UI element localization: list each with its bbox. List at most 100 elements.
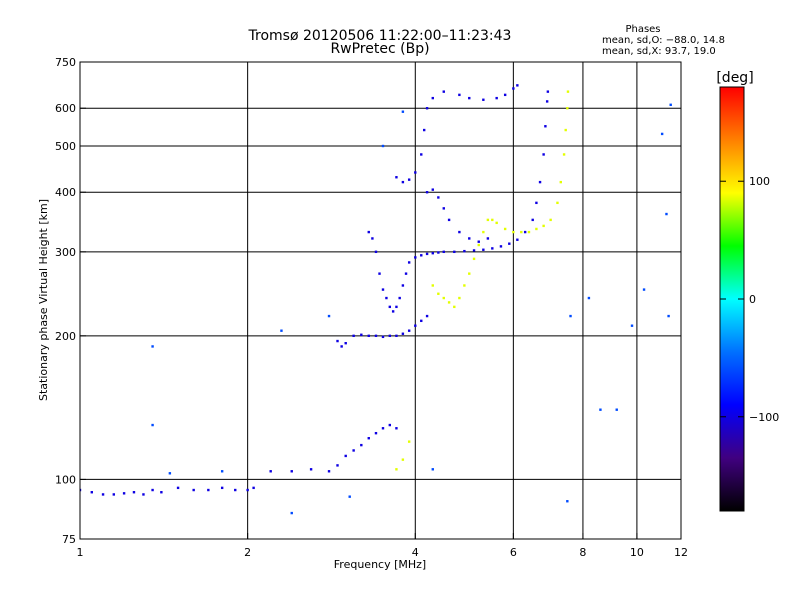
- echo-point: [122, 492, 126, 495]
- echo-point: [538, 180, 542, 184]
- echo-point: [447, 218, 451, 222]
- echo-point: [482, 98, 485, 101]
- y-tick-label: 300: [55, 246, 76, 259]
- echo-point: [388, 334, 392, 338]
- echo-point: [407, 261, 411, 264]
- echo-point: [168, 472, 172, 475]
- echo-point: [630, 324, 634, 327]
- grid-lines: [80, 62, 681, 539]
- y-tick-label: 400: [55, 186, 76, 199]
- echo-point: [220, 486, 224, 490]
- echo-point: [388, 305, 392, 309]
- echo-point: [252, 486, 255, 490]
- echo-point: [535, 227, 538, 231]
- echo-point: [420, 153, 423, 156]
- echo-point: [425, 107, 429, 110]
- echo-point: [378, 272, 381, 275]
- echo-point: [503, 93, 507, 97]
- echo-point: [132, 491, 136, 494]
- echo-point: [374, 334, 378, 338]
- x-tick-label: 4: [412, 546, 419, 559]
- echo-point: [453, 305, 456, 309]
- echo-point: [360, 333, 363, 336]
- echo-point: [367, 334, 370, 338]
- echo-point: [516, 84, 519, 87]
- echo-point: [442, 90, 445, 93]
- echo-point: [491, 247, 494, 250]
- echo-point: [401, 332, 405, 335]
- echo-point: [503, 227, 507, 231]
- echo-point: [414, 324, 417, 327]
- y-tick-label: 750: [55, 56, 76, 69]
- y-tick-label: 500: [55, 140, 76, 153]
- echo-point: [542, 224, 545, 228]
- echo-point: [520, 230, 523, 234]
- echo-point: [422, 128, 426, 132]
- echo-point: [437, 251, 440, 254]
- echo-point: [587, 296, 591, 300]
- y-axis-label: Stationary phase Virtual Height [km]: [37, 199, 50, 401]
- chart-subtitle: RwPretec (Bp): [330, 41, 429, 57]
- echo-point: [472, 257, 476, 261]
- echo-point: [472, 249, 476, 252]
- phases-x-stats: mean, sd,X: 93.7, 19.0: [602, 46, 716, 57]
- y-tick-label: 200: [55, 330, 76, 343]
- data-points: [80, 84, 672, 515]
- echo-point: [442, 207, 445, 210]
- echo-point: [564, 128, 567, 132]
- echo-point: [374, 250, 378, 254]
- echo-point: [468, 237, 471, 240]
- x-tick-label: 10: [630, 546, 644, 559]
- echo-point: [220, 470, 224, 473]
- echo-point: [508, 242, 511, 245]
- echo-point: [660, 132, 664, 136]
- plot-frame: [79, 61, 682, 540]
- echo-point: [482, 248, 485, 251]
- echo-point: [395, 468, 398, 471]
- echo-point: [442, 296, 445, 300]
- echo-point: [407, 178, 411, 181]
- echo-point: [549, 218, 552, 222]
- x-tick-label: 8: [579, 546, 586, 559]
- echo-point: [290, 511, 293, 515]
- echo-point: [344, 454, 347, 458]
- echo-point: [407, 440, 411, 443]
- echo-point: [463, 249, 466, 253]
- echo-point: [431, 188, 434, 191]
- x-tick-label: 12: [674, 546, 688, 559]
- colorbar-ticks: 100 0 −100: [720, 175, 779, 424]
- echo-point: [566, 107, 569, 110]
- echo-point: [309, 468, 313, 471]
- phases-heading: Phases: [625, 24, 660, 35]
- colorbar-tick-label: 100: [749, 175, 770, 188]
- echo-point: [566, 90, 570, 93]
- echo-point: [486, 237, 490, 240]
- echo-point: [360, 443, 363, 447]
- echo-point: [562, 153, 566, 156]
- echo-point: [468, 96, 471, 100]
- echo-point: [151, 488, 154, 492]
- echo-point: [468, 272, 471, 275]
- echo-point: [401, 284, 405, 287]
- echo-point: [431, 468, 434, 471]
- echo-point: [327, 470, 331, 473]
- echo-point: [398, 296, 401, 300]
- echo-point: [367, 230, 370, 234]
- echo-point: [327, 314, 331, 318]
- x-tick-label: 1: [77, 546, 84, 559]
- echo-point: [491, 218, 494, 222]
- echo-point: [407, 329, 411, 332]
- echo-point: [542, 153, 545, 156]
- echo-point: [336, 339, 339, 343]
- x-tick-label: 2: [244, 546, 251, 559]
- colorbar-unit-label: [deg]: [716, 70, 753, 86]
- echo-point: [395, 334, 398, 338]
- echo-point: [395, 176, 398, 179]
- echo-point: [414, 256, 417, 259]
- echo-point: [425, 191, 429, 194]
- echo-point: [151, 423, 154, 427]
- echo-point: [395, 427, 398, 430]
- echo-point: [367, 437, 370, 440]
- echo-point: [420, 319, 423, 323]
- echo-point: [527, 230, 531, 234]
